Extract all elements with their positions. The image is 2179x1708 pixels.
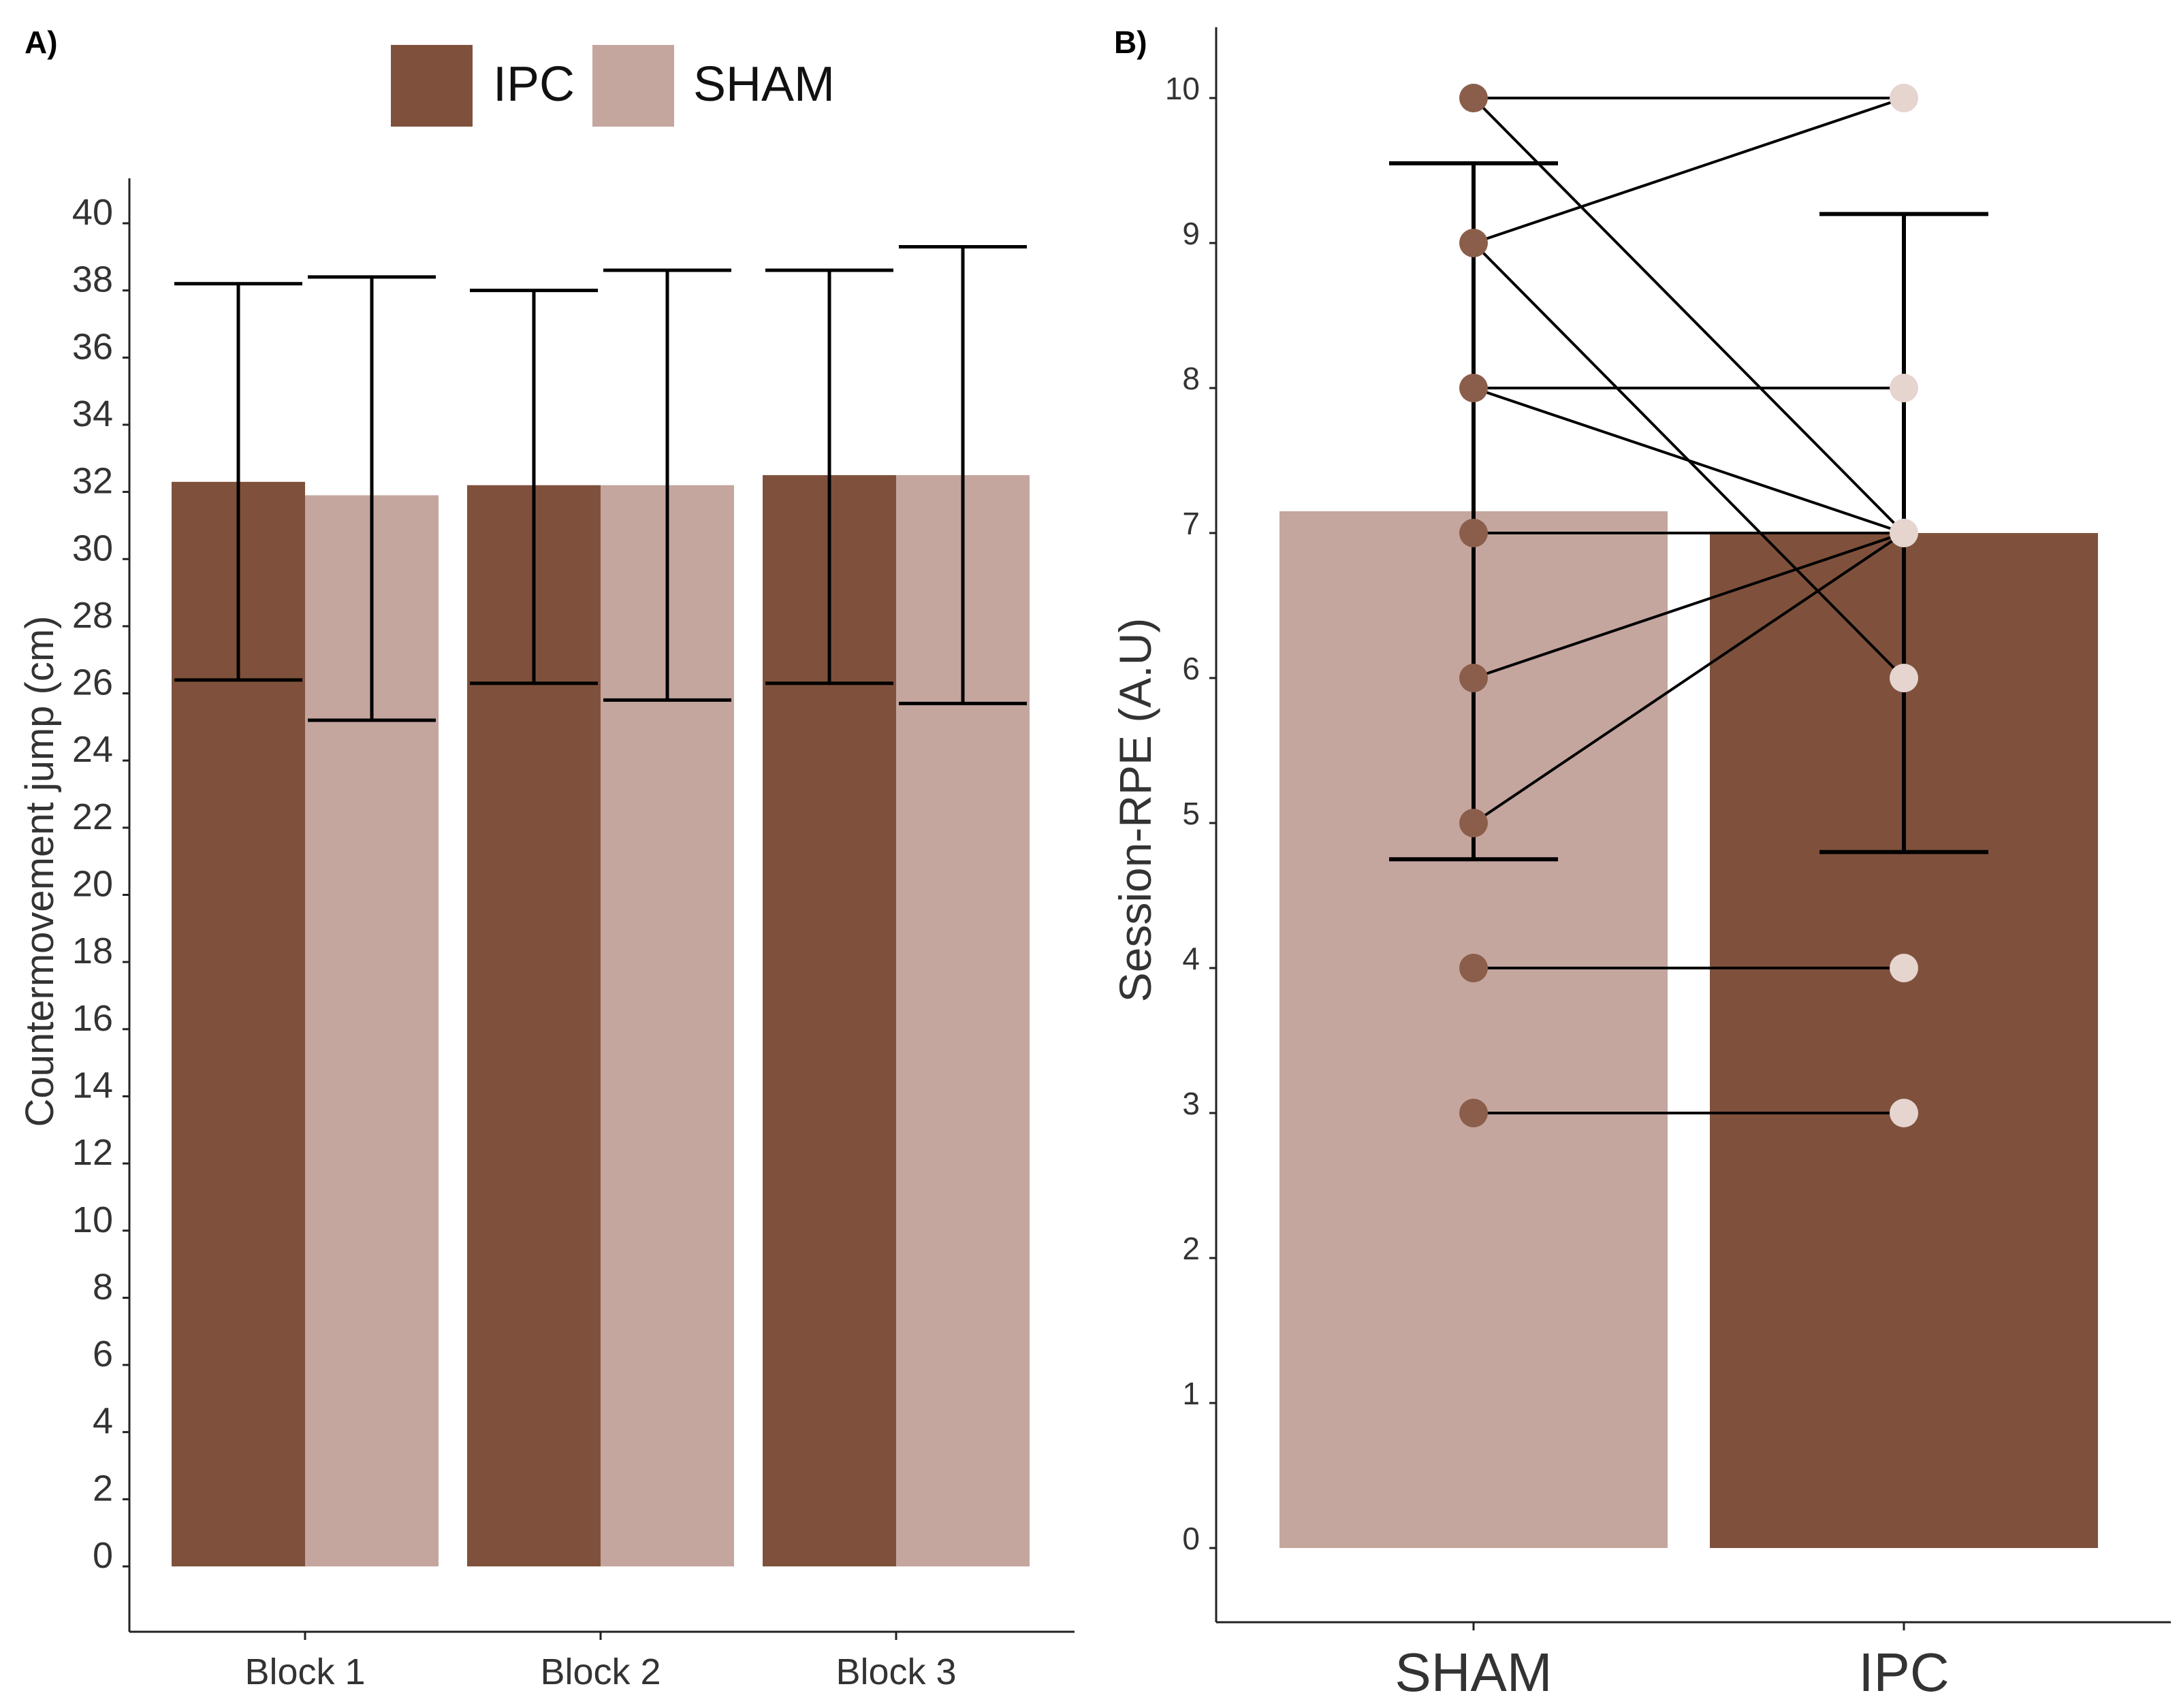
panel-b-label: B): [1114, 25, 1147, 60]
error-bar-sham-block-1: [308, 275, 436, 722]
panel-a-bars: [172, 474, 1030, 1566]
paired-line: [1473, 387, 1905, 534]
legend-swatch-sham: [592, 45, 674, 127]
y-tick-label-a: 38: [72, 259, 113, 300]
error-bar-ipc-block-3: [765, 268, 893, 686]
paired-line: [1472, 532, 1905, 824]
point-ipc: [1890, 1099, 1918, 1127]
point-sham: [1459, 519, 1488, 547]
y-tick-label-a: 24: [72, 729, 113, 770]
x-tick-label-a: Block 3: [836, 1651, 956, 1692]
error-bar-ipc-block-2: [470, 289, 598, 686]
panel-b-points: [1459, 84, 1918, 1127]
legend: IPC SHAM: [391, 45, 835, 127]
panel-a-x-axis: Block 1 Block 2 Block 3: [129, 1630, 1075, 1692]
point-sham: [1459, 809, 1488, 837]
point-sham: [1459, 664, 1488, 692]
y-tick-label-a: 28: [72, 595, 113, 636]
x-tick-label-b: IPC: [1858, 1642, 1949, 1703]
y-tick-label-a: 40: [72, 192, 113, 233]
y-tick-label-a: 32: [72, 461, 113, 502]
error-bar-sham-block-2: [603, 268, 731, 702]
point-ipc: [1890, 84, 1918, 112]
panel-a-error-bars: [174, 245, 1027, 722]
y-tick-label-b: 3: [1182, 1086, 1200, 1121]
panel-b-bars: [1279, 511, 2098, 1548]
y-tick-label-a: 14: [72, 1065, 113, 1106]
panel-a-label: A): [25, 25, 58, 60]
x-tick-label-a: Block 2: [540, 1651, 661, 1692]
error-bar-sham-block-3: [899, 245, 1027, 705]
x-tick-label-a: Block 1: [244, 1651, 365, 1692]
y-tick-label-a: 30: [72, 528, 113, 568]
y-tick-label-a: 6: [93, 1334, 113, 1374]
y-tick-label-a: 4: [93, 1401, 113, 1442]
legend-label-ipc: IPC: [493, 57, 575, 112]
y-tick-label-b: 9: [1182, 216, 1200, 251]
panel-b-x-axis: SHAM IPC: [1216, 1621, 2171, 1703]
paired-line: [1472, 97, 1905, 534]
y-tick-label-a: 26: [72, 662, 113, 703]
y-tick-label-a: 22: [72, 796, 113, 837]
y-tick-label-a: 16: [72, 998, 113, 1039]
y-tick-label-a: 12: [72, 1132, 113, 1173]
y-tick-label-a: 10: [72, 1199, 113, 1240]
legend-label-sham: SHAM: [693, 57, 835, 112]
y-tick-label-b: 0: [1182, 1521, 1200, 1556]
legend-swatch-ipc: [391, 45, 473, 127]
paired-line: [1473, 532, 1905, 679]
y-tick-label-b: 8: [1182, 361, 1200, 396]
panel-b: B) Session-RPE (A.U) 0 1 2 3 4 5 6 7 8 9 10 SHAM IP…: [1110, 25, 2171, 1703]
y-tick-label-a: 8: [93, 1266, 113, 1307]
point-sham: [1459, 1099, 1488, 1127]
y-tick-label-a: 20: [72, 864, 113, 905]
point-ipc: [1890, 519, 1918, 547]
y-tick-label-a: 18: [72, 931, 113, 971]
y-tick-label-a: 36: [72, 326, 113, 367]
point-sham: [1459, 954, 1488, 982]
y-tick-label-b: 10: [1165, 71, 1200, 106]
y-axis-label-b: Session-RPE (A.U): [1110, 618, 1160, 1003]
y-tick-label-b: 2: [1182, 1231, 1200, 1266]
y-tick-label-a: 0: [93, 1535, 113, 1576]
y-tick-label-b: 4: [1182, 941, 1200, 976]
point-ipc: [1890, 954, 1918, 982]
y-axis-label-a: Countermovement jump (cm): [18, 616, 62, 1127]
panel-b-y-axis: 0 1 2 3 4 5 6 7 8 9 10: [1165, 27, 1218, 1622]
point-sham: [1459, 84, 1488, 112]
error-bar-ipc-block-1: [174, 282, 302, 682]
y-tick-label-b: 6: [1182, 651, 1200, 686]
point-ipc: [1890, 374, 1918, 402]
x-tick-label-b: SHAM: [1395, 1642, 1552, 1703]
y-tick-label-a: 2: [93, 1468, 113, 1509]
y-tick-label-b: 5: [1182, 796, 1200, 831]
point-ipc: [1890, 664, 1918, 692]
paired-line: [1473, 97, 1905, 244]
point-sham: [1459, 374, 1488, 402]
point-sham: [1459, 229, 1488, 257]
panel-b-paired-lines: [1472, 97, 1905, 1114]
error-bar-sham: [1389, 161, 1558, 862]
y-tick-label-a: 34: [72, 393, 113, 434]
y-tick-label-b: 1: [1182, 1376, 1200, 1411]
y-tick-label-b: 7: [1182, 506, 1200, 541]
panel-a: A) IPC SHAM Countermovement jump (cm) 0 2…: [18, 25, 1075, 1692]
